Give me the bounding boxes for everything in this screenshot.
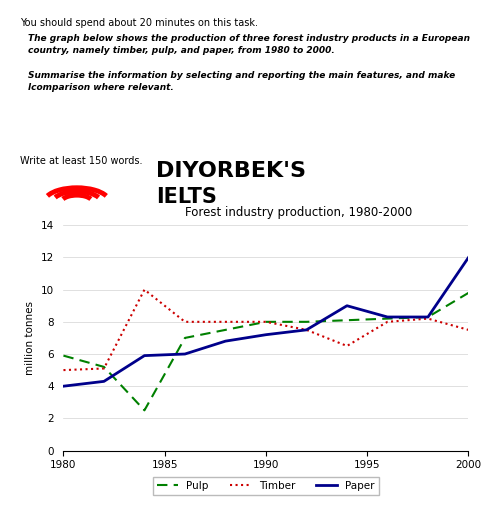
- Text: You should spend about 20 minutes on this task.: You should spend about 20 minutes on thi…: [20, 18, 258, 28]
- Text: The graph below shows the production of three forest industry products in a Euro: The graph below shows the production of …: [28, 34, 470, 92]
- Paper: [182, 351, 188, 357]
- Paper: [101, 378, 107, 385]
- Timber: [425, 315, 431, 322]
- Timber: [304, 327, 309, 333]
- Timber: [263, 319, 269, 325]
- Pulp: [61, 353, 66, 359]
- Text: IELTS: IELTS: [156, 187, 217, 207]
- Text: Forest industry production, 1980-2000: Forest industry production, 1980-2000: [185, 206, 413, 219]
- Paper: [344, 303, 350, 309]
- Timber: [142, 287, 147, 293]
- Pulp: [385, 315, 390, 322]
- Pulp: [466, 290, 471, 296]
- Paper: [263, 332, 269, 338]
- Timber: [385, 319, 390, 325]
- Text: DIYORBEK'S: DIYORBEK'S: [156, 161, 306, 181]
- Pulp: [344, 317, 350, 323]
- Paper: [142, 353, 147, 359]
- Paper: [385, 314, 390, 320]
- Pulp: [101, 364, 107, 370]
- Line: Timber: Timber: [63, 290, 468, 370]
- Line: Paper: Paper: [63, 258, 468, 386]
- Timber: [223, 319, 228, 325]
- Paper: [466, 254, 471, 261]
- Legend: Pulp, Timber, Paper: Pulp, Timber, Paper: [153, 477, 379, 495]
- Timber: [61, 367, 66, 373]
- Paper: [61, 383, 66, 389]
- Text: Write at least 150 words.: Write at least 150 words.: [20, 156, 142, 166]
- Timber: [466, 327, 471, 333]
- Pulp: [304, 319, 309, 325]
- Timber: [182, 319, 188, 325]
- Timber: [344, 343, 350, 349]
- Pulp: [223, 327, 228, 333]
- Y-axis label: million tonnes: million tonnes: [25, 301, 35, 375]
- Pulp: [263, 319, 269, 325]
- Paper: [425, 314, 431, 320]
- Pulp: [182, 335, 188, 341]
- Timber: [101, 366, 107, 372]
- Pulp: [425, 314, 431, 320]
- Paper: [304, 327, 309, 333]
- Pulp: [142, 407, 147, 413]
- Line: Pulp: Pulp: [63, 293, 468, 410]
- Paper: [223, 338, 228, 344]
